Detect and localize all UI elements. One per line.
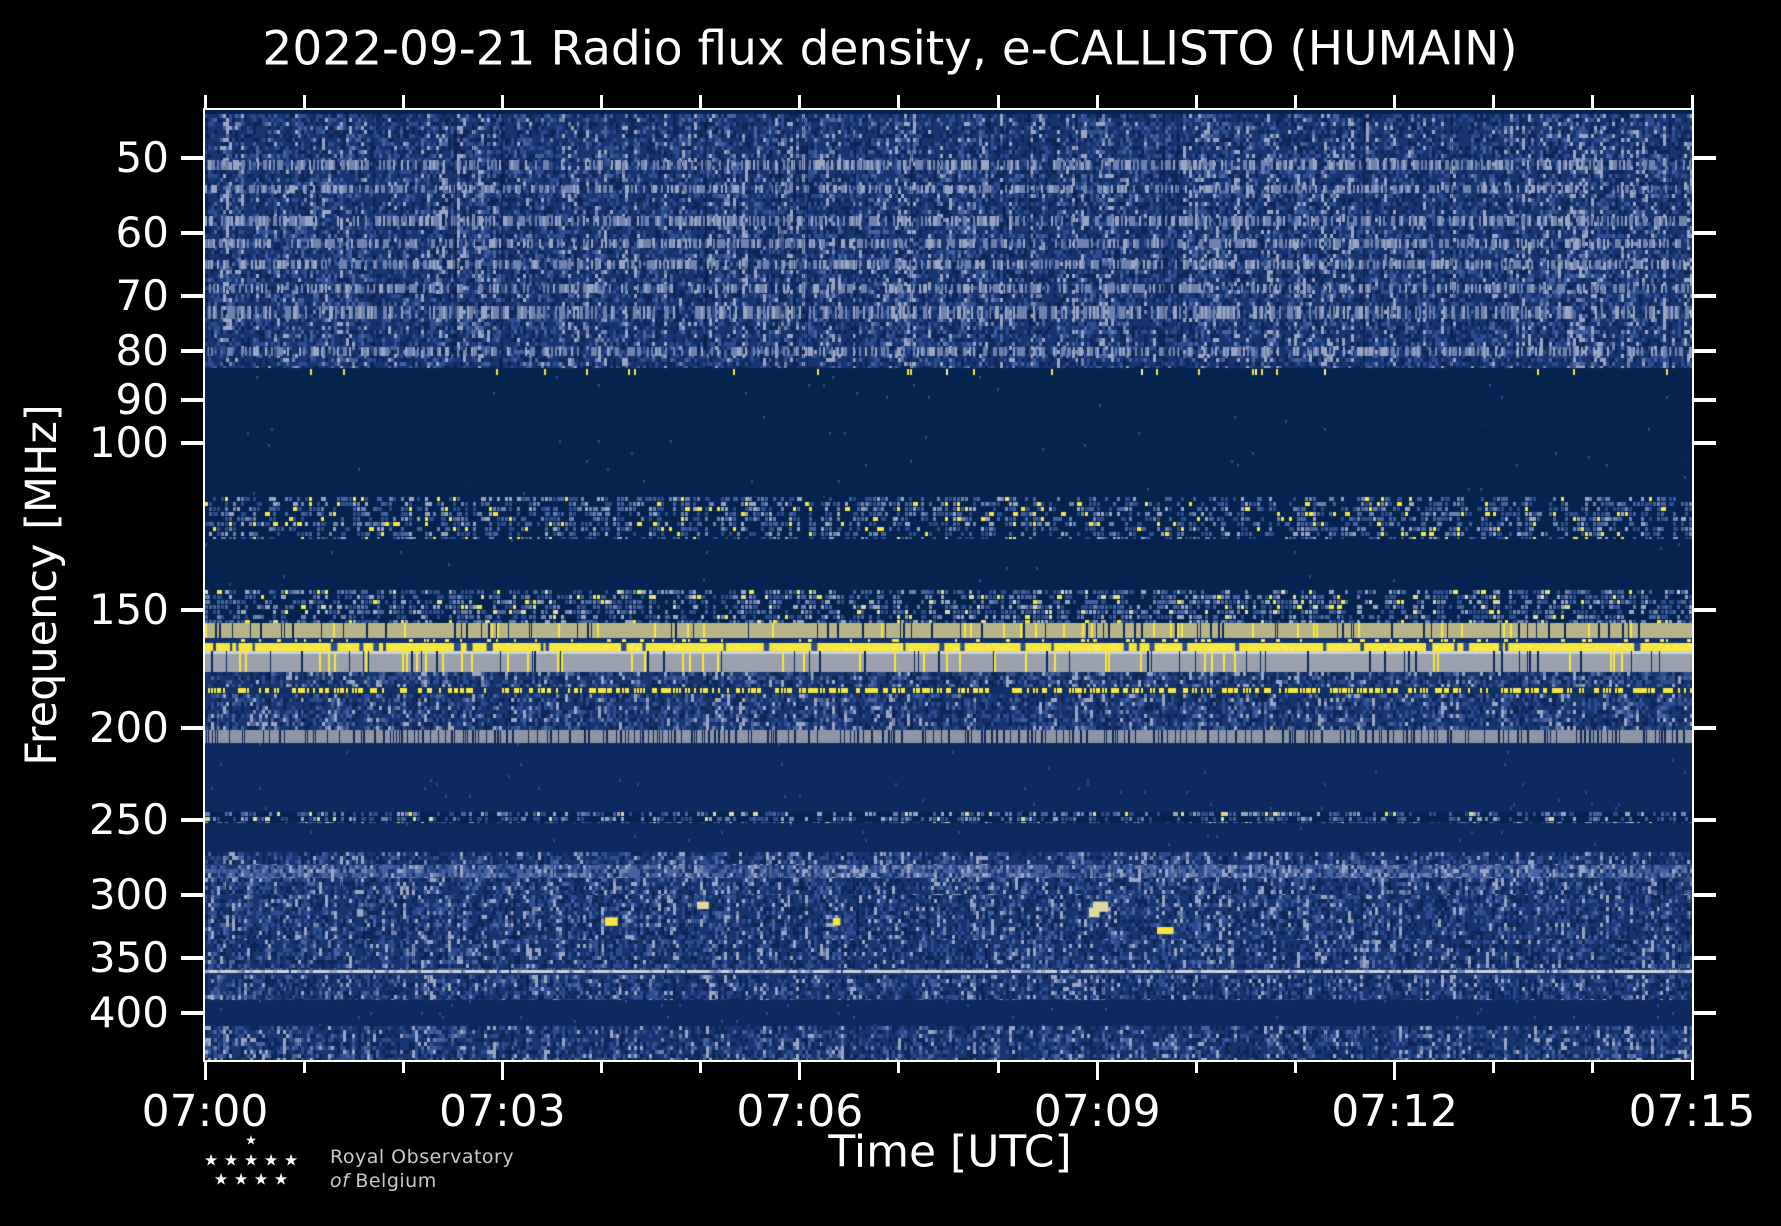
y-major-tick-right — [1694, 893, 1716, 898]
x-minor-tick-top — [1591, 95, 1595, 108]
x-minor-tick-bottom — [1492, 1062, 1496, 1073]
y-major-tick-right — [1694, 441, 1716, 446]
y-major-tick-left — [181, 726, 203, 731]
x-minor-tick-bottom — [401, 1062, 405, 1073]
logo-star-icon: ★ — [283, 1150, 299, 1170]
y-tick-label: 200 — [88, 703, 169, 753]
y-major-tick-left — [181, 1011, 203, 1016]
logo-star-icon: ★ — [243, 1150, 259, 1170]
logo-text-line1: Royal Observatory — [330, 1146, 515, 1168]
y-tick-label: 350 — [88, 933, 169, 983]
y-major-tick-right — [1694, 956, 1716, 961]
x-minor-tick-bottom — [897, 1062, 901, 1073]
y-tick-label: 250 — [88, 795, 169, 845]
x-minor-tick-bottom — [1591, 1062, 1595, 1073]
y-major-tick-right — [1694, 726, 1716, 731]
y-major-tick-right — [1694, 294, 1716, 299]
logo-star-icon: ★ — [223, 1150, 239, 1170]
x-tick-label: 07:06 — [736, 1086, 864, 1137]
logo-star-icon: ★ — [263, 1150, 279, 1170]
x-minor-tick-top — [1095, 95, 1099, 108]
plot-frame — [203, 108, 1694, 1062]
y-tick-label: 100 — [88, 418, 169, 468]
x-minor-tick-top — [996, 95, 1000, 108]
y-major-tick-right — [1694, 397, 1716, 402]
y-major-tick-right — [1694, 155, 1716, 160]
logo-star-icon: ★ — [203, 1150, 219, 1170]
y-major-tick-right — [1694, 1011, 1716, 1016]
logo-star-icon: ★ — [253, 1169, 269, 1189]
x-minor-tick-bottom — [996, 1062, 1000, 1073]
logo-text-of: of — [330, 1170, 350, 1192]
x-minor-tick-top — [699, 95, 703, 108]
y-major-tick-right — [1694, 607, 1716, 612]
spectrogram-canvas — [205, 110, 1692, 1060]
x-axis-label: Time [UTC] — [828, 1126, 1072, 1178]
x-minor-tick-top — [302, 95, 306, 108]
x-tick-label: 07:03 — [438, 1086, 566, 1137]
x-minor-tick-top — [600, 95, 604, 108]
y-major-tick-left — [181, 956, 203, 961]
y-tick-label: 60 — [115, 207, 169, 257]
x-minor-tick-top — [1690, 95, 1694, 108]
x-minor-tick-bottom — [302, 1062, 306, 1073]
x-major-tick-bottom — [1690, 1062, 1694, 1080]
y-major-tick-right — [1694, 349, 1716, 354]
x-minor-tick-top — [798, 95, 802, 108]
y-tick-label: 90 — [115, 374, 169, 424]
x-minor-tick-top — [1492, 95, 1496, 108]
logo-star-icon: ★ — [273, 1169, 289, 1189]
y-major-tick-left — [181, 155, 203, 160]
x-minor-tick-bottom — [1293, 1062, 1297, 1073]
x-minor-tick-top — [401, 95, 405, 108]
chart-title: 2022-09-21 Radio flux density, e-CALLIST… — [262, 21, 1518, 77]
y-major-tick-left — [181, 397, 203, 402]
x-minor-tick-top — [897, 95, 901, 108]
x-major-tick-bottom — [1393, 1062, 1397, 1080]
logo-star-icon: ★ — [245, 1133, 257, 1149]
y-major-tick-left — [181, 441, 203, 446]
y-major-tick-left — [181, 893, 203, 898]
y-tick-label: 80 — [115, 326, 169, 376]
x-tick-label: 07:00 — [141, 1086, 269, 1137]
x-minor-tick-bottom — [1194, 1062, 1198, 1073]
x-tick-label: 07:12 — [1331, 1086, 1458, 1137]
x-major-tick-bottom — [203, 1062, 207, 1080]
y-major-tick-left — [181, 607, 203, 612]
x-minor-tick-top — [1194, 95, 1198, 108]
y-major-tick-right — [1694, 818, 1716, 823]
logo-star-icon: ★ — [233, 1169, 249, 1189]
x-tick-label: 07:09 — [1033, 1086, 1161, 1137]
x-major-tick-bottom — [798, 1062, 802, 1080]
y-tick-label: 70 — [115, 271, 169, 321]
y-major-tick-left — [181, 294, 203, 299]
x-minor-tick-top — [500, 95, 504, 108]
y-tick-label: 50 — [115, 132, 169, 182]
y-major-tick-left — [181, 818, 203, 823]
y-tick-label: 150 — [88, 584, 169, 634]
x-minor-tick-top — [203, 95, 207, 108]
y-tick-label: 300 — [88, 870, 169, 920]
x-minor-tick-bottom — [699, 1062, 703, 1073]
logo-star-icon: ★ — [213, 1169, 229, 1189]
x-minor-tick-bottom — [600, 1062, 604, 1073]
y-major-tick-left — [181, 230, 203, 235]
logo-text-line2: of Belgium — [330, 1170, 437, 1192]
y-tick-label: 400 — [88, 988, 169, 1038]
logo-text-belgium: Belgium — [355, 1170, 437, 1192]
y-major-tick-right — [1694, 230, 1716, 235]
x-minor-tick-top — [1293, 95, 1297, 108]
x-tick-label: 07:15 — [1628, 1086, 1756, 1137]
y-major-tick-left — [181, 349, 203, 354]
x-major-tick-bottom — [1095, 1062, 1099, 1080]
x-minor-tick-top — [1393, 95, 1397, 108]
x-major-tick-bottom — [500, 1062, 504, 1080]
